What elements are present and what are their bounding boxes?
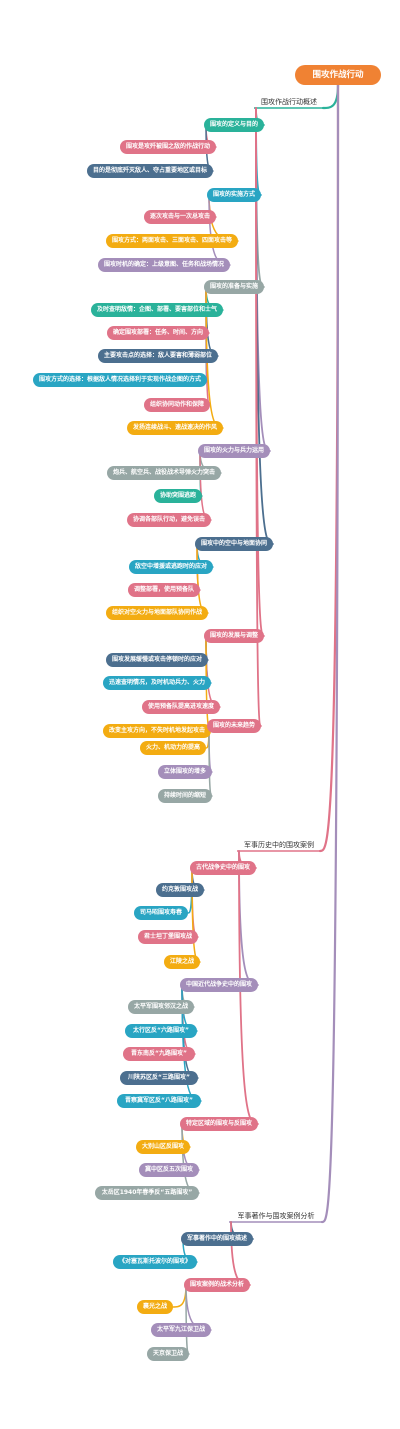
root-node[interactable]: 围攻作战行动 — [295, 65, 381, 85]
group-to-item-link — [208, 194, 231, 266]
leaf-node[interactable]: 组织对空火力与地面部队协同作战 — [106, 606, 208, 620]
group-node[interactable]: 中国近代战争史中的围攻 — [180, 978, 258, 992]
group-to-item-link — [185, 1284, 190, 1355]
group-node[interactable]: 围攻中的空中与地面协同 — [195, 537, 273, 551]
leaf-node[interactable]: 司马昭围攻寿春 — [134, 906, 188, 920]
group-node[interactable]: 古代战争史中的围攻 — [190, 861, 256, 875]
branch-node[interactable]: 军事著作与围攻案例分析 — [237, 1212, 315, 1220]
group-to-item-link — [205, 635, 221, 708]
leaf-node[interactable]: 敌空中增援或逃跑时的应对 — [129, 560, 213, 574]
group-to-item-link — [208, 725, 213, 797]
leaf-node[interactable]: 江陵之战 — [164, 955, 200, 969]
leaf-node[interactable]: 围攻方式的选择：根据敌人情况选择利于实现作战企图的方式 — [33, 373, 207, 387]
leaf-node[interactable]: 《对塞瓦斯托波尔的围攻》 — [113, 1255, 197, 1269]
group-to-item-link — [205, 286, 219, 357]
leaf-node[interactable]: 太平军九江保卫战 — [151, 1323, 211, 1337]
branch-node[interactable]: 军事历史中的围攻案例 — [244, 841, 314, 849]
leaf-node[interactable]: 发扬连续战斗、速战速决的作风 — [127, 421, 223, 435]
leaf-node[interactable]: 太岳区1940年春季反“五路围攻” — [95, 1186, 199, 1200]
root-to-branch-link — [320, 83, 340, 1224]
leaf-node[interactable]: 使用预备队提高进攻速度 — [142, 700, 220, 714]
leaf-node[interactable]: 目的是彻底歼灭敌人、夺占重要地区或目标 — [87, 164, 213, 178]
leaf-node[interactable]: 确定围攻部署：任务、时间、方向 — [107, 326, 209, 340]
leaf-node[interactable]: 冀中区反五次围攻 — [139, 1163, 199, 1177]
leaf-node[interactable]: 主要攻击点的选择：敌人要害和薄弱部位 — [98, 349, 218, 363]
group-to-item-link — [196, 543, 209, 614]
group-node[interactable]: 围攻的未来趋势 — [207, 719, 261, 733]
leaf-node[interactable]: 君士坦丁堡围攻战 — [138, 930, 198, 944]
leaf-node[interactable]: 襄光之战 — [137, 1300, 173, 1314]
group-node[interactable]: 围攻案例的战术分析 — [184, 1278, 250, 1292]
leaf-node[interactable]: 晋东南反“九路围攻” — [123, 1047, 195, 1061]
root-to-branch-link — [321, 83, 340, 110]
leaf-node[interactable]: 组织协同动作和保障 — [144, 398, 210, 412]
group-node[interactable]: 围攻的火力与兵力运用 — [198, 444, 270, 458]
leaf-node[interactable]: 大别山区反围攻 — [136, 1140, 190, 1154]
leaf-node[interactable]: 围攻时机的确定：上级意图、任务和战场情况 — [98, 258, 230, 272]
group-node[interactable]: 军事著作中的围攻描述 — [181, 1232, 253, 1246]
group-node[interactable]: 围攻的发展与调整 — [204, 629, 264, 643]
leaf-node[interactable]: 及时查明敌情：企图、部署、要害部位和士气 — [91, 303, 223, 317]
leaf-node[interactable]: 立体围攻的增多 — [158, 765, 212, 779]
root-to-branch-link — [318, 83, 340, 853]
leaf-node[interactable]: 协助突围逃跑 — [154, 489, 202, 503]
leaf-node[interactable]: 天京保卫战 — [147, 1347, 189, 1361]
group-node[interactable]: 围攻的实施方式 — [207, 188, 261, 202]
leaf-node[interactable]: 围攻是攻歼被围之敌的作战行动 — [120, 140, 216, 154]
group-node[interactable]: 围攻的准备与实施 — [204, 280, 264, 294]
leaf-node[interactable]: 约克敦围攻战 — [156, 883, 204, 897]
leaf-node[interactable]: 调整部署，使用预备队 — [128, 583, 200, 597]
leaf-node[interactable]: 迅速查明情况，及时机动兵力、火力 — [103, 676, 211, 690]
leaf-node[interactable]: 持续时间的缩短 — [158, 789, 212, 803]
leaf-node[interactable]: 川陕苏区反“三路围攻” — [120, 1071, 198, 1085]
branch-to-group-link — [255, 107, 274, 545]
leaf-node[interactable]: 改变主攻方向，不失时机地发起攻击 — [103, 724, 211, 738]
leaf-node[interactable]: 围攻方式：两面攻击、三面攻击、四面攻击等 — [106, 234, 238, 248]
group-node[interactable]: 特定区域的围攻与反围攻 — [180, 1117, 258, 1131]
branch-node[interactable]: 围攻作战行动概述 — [261, 98, 317, 106]
leaf-node[interactable]: 炮兵、航空兵、战役战术导弹火力突击 — [107, 466, 221, 480]
leaf-node[interactable]: 火力、机动力的提高 — [140, 741, 206, 755]
leaf-node[interactable]: 协调各部队行动，避免误击 — [127, 513, 211, 527]
leaf-node[interactable]: 围攻发展缓慢或攻击停顿时的应对 — [106, 653, 208, 667]
leaf-node[interactable]: 太平军围攻邻汉之战 — [128, 1000, 194, 1014]
leaf-node[interactable]: 晋察冀军区反“八路围攻” — [117, 1094, 201, 1108]
group-node[interactable]: 围攻的定义与目的 — [204, 118, 264, 132]
leaf-node[interactable]: 逐次攻击与一次总攻击 — [144, 210, 216, 224]
leaf-node[interactable]: 太行区反“六路围攻” — [125, 1024, 197, 1038]
